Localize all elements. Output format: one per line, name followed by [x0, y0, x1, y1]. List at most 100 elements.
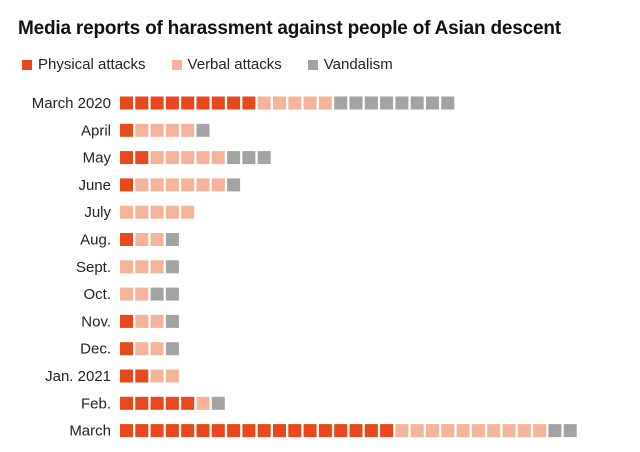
chart-row: March — [69, 423, 577, 440]
unit-square-verbal — [517, 424, 531, 438]
unit-square-physical — [349, 424, 363, 438]
unit-square-verbal — [120, 287, 133, 301]
unit-square-verbal — [181, 123, 195, 137]
legend-item-vandalism: Vandalism — [307, 56, 393, 73]
unit-square-physical — [120, 342, 133, 356]
unit-square-verbal — [181, 205, 195, 219]
unit-square-physical — [120, 424, 133, 438]
unit-square-verbal — [211, 178, 225, 192]
unit-square-verbal — [120, 260, 133, 274]
unit-square-verbal — [135, 287, 149, 301]
unit-square-physical — [135, 424, 149, 438]
unit-square-verbal — [211, 151, 225, 165]
unit-square-verbal — [487, 424, 501, 438]
legend-swatch-physical — [22, 59, 32, 70]
row-label: March 2020 — [32, 95, 111, 112]
row-label: Jan. 2021 — [45, 368, 111, 385]
unit-square-verbal — [502, 424, 516, 438]
row-label: Dec. — [80, 341, 111, 358]
unit-square-verbal — [135, 260, 149, 274]
unit-square-verbal — [165, 205, 179, 219]
unit-square-vandalism — [364, 96, 378, 110]
row-label: July — [84, 204, 111, 221]
unit-square-vandalism — [441, 96, 455, 110]
legend-item-physical: Physical attacks — [22, 56, 146, 73]
chart-row: March 2020 — [32, 95, 455, 112]
unit-square-verbal — [135, 314, 149, 328]
unit-square-verbal — [165, 178, 179, 192]
unit-square-physical — [135, 369, 149, 383]
unit-square-physical — [196, 96, 210, 110]
unit-square-verbal — [150, 123, 164, 137]
unit-square-verbal — [196, 151, 210, 165]
unit-square-verbal — [395, 424, 409, 438]
unit-square-physical — [135, 396, 149, 410]
row-label: Aug. — [80, 232, 111, 249]
unit-square-verbal — [135, 205, 149, 219]
unit-square-verbal — [135, 178, 149, 192]
unit-square-verbal — [150, 178, 164, 192]
unit-square-vandalism — [380, 96, 394, 110]
unit-square-vandalism — [165, 287, 179, 301]
unit-square-verbal — [288, 96, 302, 110]
unit-square-vandalism — [349, 96, 363, 110]
unit-square-physical — [303, 424, 317, 438]
unit-square-physical — [211, 424, 225, 438]
unit-square-vandalism — [257, 151, 271, 165]
unit-square-verbal — [150, 260, 164, 274]
chart-row: May — [83, 150, 271, 167]
legend-swatch-vandalism — [307, 59, 318, 70]
unit-square-verbal — [150, 205, 164, 219]
unit-square-physical — [120, 178, 133, 192]
unit-square-verbal — [150, 369, 164, 383]
unit-square-verbal — [165, 123, 179, 137]
row-label: Sept. — [76, 259, 111, 276]
legend-label-vandalism: Vandalism — [323, 56, 393, 73]
legend-label-physical: Physical attacks — [38, 56, 146, 73]
unit-square-vandalism — [165, 314, 179, 328]
legend-label-verbal: Verbal attacks — [187, 56, 282, 73]
chart-row: Oct. — [83, 286, 179, 303]
unit-square-physical — [135, 96, 149, 110]
unit-square-vandalism — [227, 151, 241, 165]
legend-item-verbal: Verbal attacks — [171, 56, 282, 73]
chart-row: Jan. 2021 — [45, 368, 179, 385]
unit-square-vandalism — [150, 287, 164, 301]
unit-square-physical — [227, 424, 241, 438]
unit-square-verbal — [150, 233, 164, 246]
unit-square-verbal — [196, 396, 210, 410]
unit-square-physical — [227, 96, 241, 110]
unit-square-verbal — [196, 178, 210, 192]
legend-swatch-verbal — [171, 59, 182, 70]
unit-square-physical — [150, 96, 164, 110]
unit-square-physical — [120, 233, 133, 246]
unit-square-verbal — [181, 151, 195, 165]
unit-square-verbal — [135, 342, 149, 356]
chart-row: Dec. — [80, 341, 179, 358]
unit-square-vandalism — [165, 233, 179, 246]
unit-square-physical — [135, 151, 149, 165]
unit-square-physical — [196, 424, 210, 438]
unit-square-vandalism — [334, 96, 348, 110]
unit-square-verbal — [257, 96, 271, 110]
chart-row: Sept. — [76, 259, 179, 276]
unit-square-physical — [257, 424, 271, 438]
unit-square-verbal — [318, 96, 332, 110]
unit-square-physical — [120, 123, 133, 137]
unit-square-verbal — [456, 424, 470, 438]
row-label: Feb. — [81, 395, 111, 412]
unit-square-vandalism — [410, 96, 424, 110]
unit-square-physical — [165, 96, 179, 110]
unit-square-physical — [181, 96, 195, 110]
unit-square-verbal — [150, 151, 164, 165]
unit-square-physical — [242, 424, 256, 438]
unit-square-verbal — [150, 314, 164, 328]
unit-square-physical — [273, 424, 286, 438]
row-label: April — [81, 122, 111, 139]
unit-square-physical — [334, 424, 348, 438]
unit-square-physical — [318, 424, 332, 438]
unit-square-vandalism — [563, 424, 577, 438]
unit-square-verbal — [533, 424, 547, 438]
